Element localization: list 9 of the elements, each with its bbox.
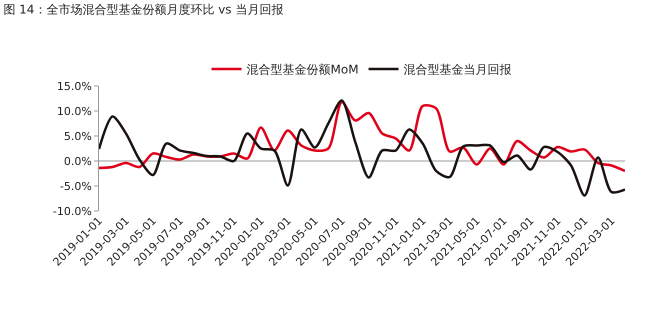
y-tick-label: 5.0% <box>64 130 92 143</box>
legend-label: 混合型基金当月回报 <box>404 62 512 77</box>
y-tick-label: 0.0% <box>64 154 92 168</box>
chart-title: 图 14：全市场混合型基金份额月度环比 vs 当月回报 <box>3 2 284 16</box>
y-tick-label: -10.0% <box>52 204 92 218</box>
y-tick-label: -5.0% <box>60 180 92 193</box>
y-tick-label: 10.0% <box>56 104 92 118</box>
y-tick-label: 15.0% <box>56 80 92 93</box>
legend-label: 混合型基金份额MoM <box>246 62 359 77</box>
